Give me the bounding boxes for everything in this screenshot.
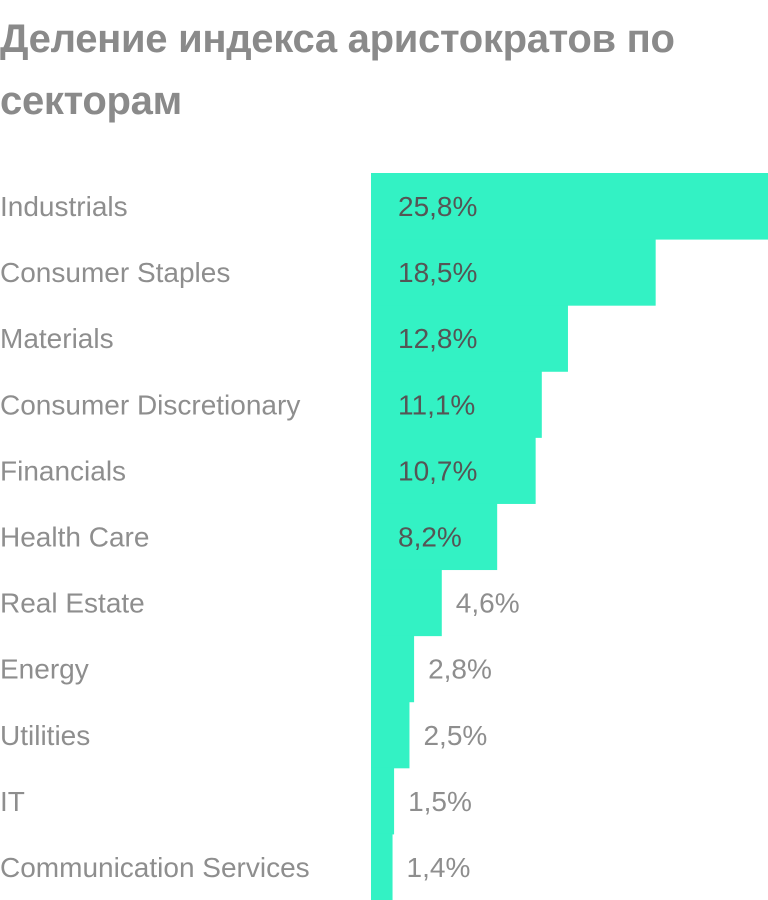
bar-5 (371, 503, 498, 571)
value-label: 10,7% (398, 455, 477, 486)
value-label: 2,5% (423, 720, 487, 751)
bar-8 (371, 701, 410, 769)
category-label: Financials (0, 455, 126, 486)
value-label: 12,8% (398, 323, 477, 354)
bar-3 (371, 371, 542, 438)
value-label: 18,5% (398, 257, 477, 288)
value-label: 1,5% (408, 786, 472, 817)
bar-4 (371, 437, 536, 504)
bar-2 (371, 305, 568, 372)
bar-9 (371, 767, 395, 835)
bars-group (371, 173, 768, 900)
bar-10 (371, 833, 393, 900)
value-label: 25,8% (398, 191, 477, 222)
bar-6 (371, 569, 442, 637)
category-label: Industrials (0, 191, 128, 222)
bar-7 (371, 635, 415, 703)
category-label: Communication Services (0, 852, 310, 883)
bar-0 (371, 173, 768, 240)
bar-1 (371, 239, 656, 306)
chart-title: Деление индекса аристократов по секторам (0, 17, 675, 123)
value-label: 1,4% (407, 852, 471, 883)
category-label: Utilities (0, 720, 90, 751)
value-label: 2,8% (428, 654, 492, 685)
category-label: Real Estate (0, 588, 145, 619)
value-label: 4,6% (456, 588, 520, 619)
category-label: Consumer Discretionary (0, 389, 300, 420)
category-label: Health Care (0, 522, 149, 553)
value-label: 11,1% (398, 389, 475, 420)
labels-group: Industrials 25,8% Consumer Staples 18,5% Mat… (0, 191, 520, 883)
category-label: IT (0, 786, 25, 817)
category-label: Consumer Staples (0, 257, 230, 288)
category-label: Materials (0, 323, 114, 354)
category-label: Energy (0, 654, 89, 685)
value-label: 8,2% (398, 522, 462, 553)
